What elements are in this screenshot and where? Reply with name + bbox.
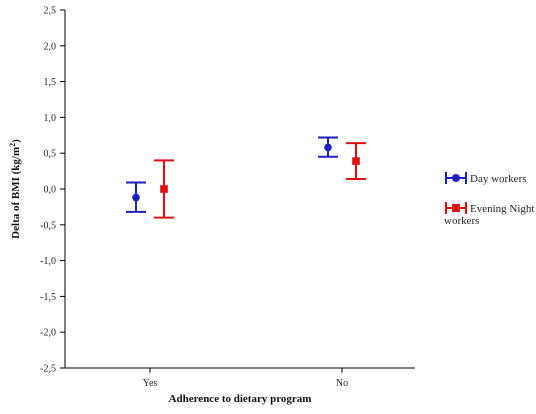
- x-tick-label: Yes: [143, 378, 158, 389]
- legend-swatch-marker: [452, 204, 460, 212]
- y-axis-label-superscript: 2: [8, 143, 17, 147]
- y-ticks: -2,5 -2,0 -1,5 -1,0 -0,5 0,0 0,5 1,0 1,5 2,0 2,5: [40, 6, 65, 375]
- y-tick-label: -1,5: [40, 292, 56, 303]
- y-tick-label: 1,0: [44, 113, 57, 124]
- legend-item-evening-night-workers: Evening Night workers: [444, 202, 534, 227]
- y-axis-label-close: ): [10, 139, 22, 143]
- y-tick-label: -1,0: [40, 256, 56, 267]
- x-tick-label: No: [336, 378, 348, 389]
- y-tick-label: 2,5: [44, 6, 57, 17]
- legend-swatch-marker: [452, 174, 460, 182]
- y-axis-label: Delta of BMI (kg/m2): [8, 139, 22, 239]
- x-ticks: Yes No: [143, 368, 348, 389]
- x-axis-label: Adherence to dietary program: [169, 393, 312, 405]
- evening-night-workers-point: [352, 157, 360, 165]
- y-tick-label: 2,0: [44, 41, 57, 52]
- y-tick-label: 1,5: [44, 77, 57, 88]
- day-workers-point-group: [126, 181, 146, 213]
- legend-label: Day workers: [470, 173, 527, 185]
- legend: Day workers Evening Night workers: [444, 172, 534, 227]
- y-tick-label: 0,0: [44, 185, 57, 196]
- y-tick-label: -0,5: [40, 220, 56, 231]
- axes: [64, 10, 415, 369]
- y-tick-label: 0,5: [44, 149, 57, 160]
- legend-label-line: Evening Night: [470, 203, 534, 215]
- series-group: [126, 136, 366, 219]
- evening-night-workers-point-group: [346, 142, 366, 180]
- legend-label: Evening Night workers: [444, 203, 534, 227]
- day-workers-point: [324, 143, 332, 152]
- day-workers-point-group: [318, 136, 338, 158]
- legend-label-line: Day workers: [470, 173, 527, 185]
- y-tick-label: -2,5: [40, 364, 56, 375]
- evening-night-workers-point-group: [154, 159, 174, 219]
- evening-night-workers-point: [160, 185, 168, 193]
- legend-item-day-workers: Day workers: [445, 172, 527, 185]
- day-workers-point: [132, 193, 140, 202]
- legend-label-line: workers: [444, 215, 479, 227]
- y-tick-label: -2,0: [40, 328, 56, 339]
